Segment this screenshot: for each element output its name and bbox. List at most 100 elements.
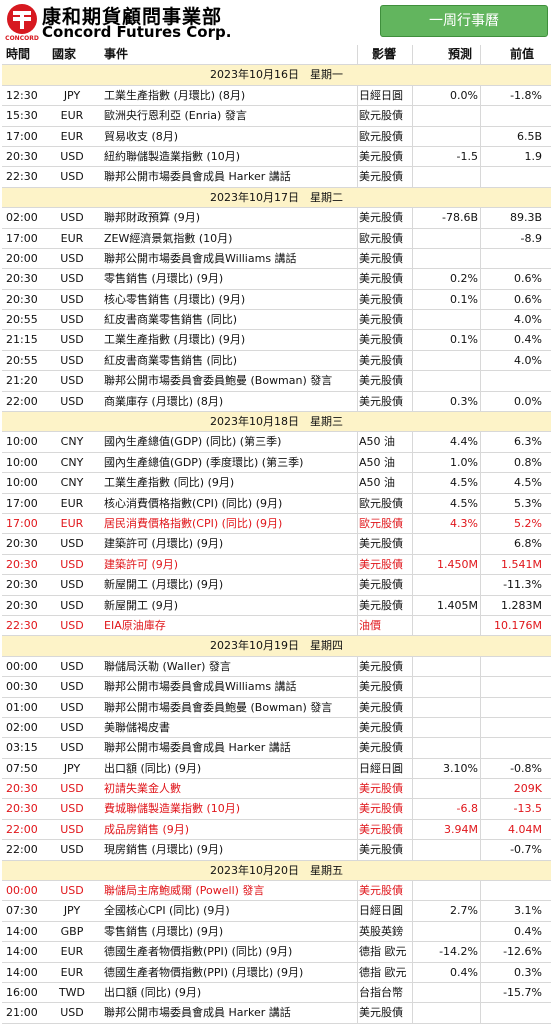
- cell-forecast: 4.5%: [450, 476, 478, 490]
- cell-impact: 美元股債: [359, 537, 403, 551]
- cell-forecast: 0.2%: [450, 272, 478, 286]
- cell-impact: 美元股債: [359, 211, 403, 225]
- cell-previous: 209K: [513, 782, 542, 796]
- cell-time: 22:00: [6, 394, 38, 408]
- cell-event: EIA原油庫存: [104, 618, 166, 632]
- cell-previous: 6.5B: [516, 129, 542, 143]
- cell-event: 商業庫存 (月環比) (8月): [104, 394, 224, 408]
- cell-country: USD: [60, 1006, 84, 1020]
- column-divider: [357, 982, 358, 1003]
- column-divider: [480, 656, 481, 677]
- column-divider: [412, 269, 413, 289]
- column-divider: [412, 167, 413, 187]
- column-divider: [480, 982, 481, 1003]
- column-divider: [357, 1003, 358, 1023]
- cell-previous: 89.3B: [509, 211, 542, 225]
- cell-impact: 美元股債: [359, 843, 403, 857]
- cell-event: 國內生產總值(GDP) (同比) (第三季): [104, 435, 282, 449]
- column-divider: [480, 738, 481, 758]
- calendar-table: 時間 國家 事件 影響 預測 前值 2023年10月16日 星期一 12:30 JPY 工業生產指…: [2, 45, 551, 1024]
- day-header: 2023年10月19日 星期四: [2, 636, 551, 657]
- cell-time: 14:00: [6, 965, 38, 979]
- cell-impact: 美元股債: [359, 557, 403, 571]
- cell-impact: 美元股債: [359, 598, 403, 612]
- day-header: 2023年10月16日 星期一: [2, 65, 551, 86]
- column-divider: [480, 575, 481, 595]
- cell-impact: A50 油: [359, 476, 396, 490]
- column-divider: [480, 901, 481, 921]
- cell-country: USD: [60, 313, 84, 327]
- cell-event: 新屋開工 (9月): [104, 598, 179, 612]
- cell-country: EUR: [60, 109, 84, 123]
- event-row: 14:00 EUR 德國生產者物價指數(PPI) (月環比) (9月) 德指 歐元 0.…: [2, 962, 551, 983]
- column-divider: [357, 269, 358, 289]
- header-row: 時間 國家 事件 影響 預測 前值: [2, 45, 551, 66]
- cell-country: USD: [60, 251, 84, 265]
- cell-impact: 美元股債: [359, 782, 403, 796]
- column-divider: [412, 248, 413, 269]
- column-divider: [480, 942, 481, 962]
- column-divider: [480, 595, 481, 615]
- cell-forecast: 4.3%: [450, 516, 478, 530]
- event-row: 21:15 USD 工業生產指數 (月環比) (9月) 美元股債 0.1% 0.4%: [2, 330, 551, 351]
- cell-time: 22:30: [6, 618, 38, 632]
- event-row: 22:00 USD 成品房銷售 (9月) 美元股債 3.94M 4.04M: [2, 819, 551, 841]
- column-divider: [412, 228, 413, 248]
- cell-forecast: 0.1%: [450, 292, 478, 306]
- cell-time: 20:55: [6, 353, 38, 367]
- day-date: 2023年10月16日 星期一: [210, 68, 343, 82]
- column-divider: [412, 106, 413, 126]
- cell-event: 聯邦公開市場委員會成員 Harker 講話: [104, 741, 291, 755]
- cell-previous: 0.4%: [514, 333, 542, 347]
- column-divider: [480, 840, 481, 860]
- column-divider: [480, 208, 481, 228]
- column-divider: [357, 677, 358, 697]
- cell-time: 22:00: [6, 822, 38, 836]
- cell-forecast: 1.405M: [437, 598, 478, 612]
- column-divider: [480, 921, 481, 942]
- event-row: 20:00 USD 聯邦公開市場委員會成員Williams 講話 美元股債: [2, 248, 551, 270]
- cell-event: 成品房銷售 (9月): [104, 822, 190, 836]
- calendar-button[interactable]: 一周行事曆: [380, 5, 548, 37]
- column-divider: [480, 962, 481, 982]
- event-row: 20:30 USD 新屋開工 (月環比) (9月) 美元股債 -11.3%: [2, 575, 551, 596]
- column-divider: [412, 289, 413, 310]
- cell-forecast: 1.0%: [450, 455, 478, 469]
- column-divider: [357, 656, 358, 677]
- cell-impact: 美元股債: [359, 272, 403, 286]
- column-divider: [480, 881, 481, 901]
- cell-country: JPY: [63, 904, 81, 918]
- cell-country: USD: [60, 680, 84, 694]
- cell-country: USD: [60, 557, 84, 571]
- cell-event: 聯邦公開市場委員會成員 Harker 講話: [104, 170, 291, 184]
- cell-impact: 美元股債: [359, 578, 403, 592]
- column-divider: [357, 738, 358, 758]
- column-divider: [480, 85, 481, 106]
- cell-time: 15:30: [6, 109, 38, 123]
- day-header: 2023年10月17日 星期二: [2, 187, 551, 209]
- cell-time: 17:00: [6, 496, 38, 510]
- cell-impact: 美元股債: [359, 313, 403, 327]
- column-divider: [357, 717, 358, 738]
- cell-country: USD: [60, 741, 84, 755]
- event-row: 00:30 USD 聯邦公開市場委員會成員Williams 講話 美元股債: [2, 677, 551, 698]
- column-divider: [357, 330, 358, 350]
- cell-time: 21:00: [6, 1006, 38, 1020]
- event-row: 22:30 USD EIA原油庫存 油價 10.176M: [2, 615, 551, 637]
- cell-country: USD: [60, 211, 84, 225]
- column-divider: [412, 697, 413, 717]
- cell-event: 聯邦公開市場委員會委員鮑曼 (Bowman) 發言: [104, 374, 333, 388]
- event-row: 15:30 EUR 歐洲央行恩利亞 (Enria) 發言 歐元股債: [2, 106, 551, 127]
- cell-country: USD: [60, 537, 84, 551]
- day-header: 2023年10月18日 星期三: [2, 412, 551, 433]
- event-row: 22:00 USD 商業庫存 (月環比) (8月) 美元股債 0.3% 0.0%: [2, 391, 551, 413]
- cell-country: EUR: [60, 516, 84, 530]
- day-date: 2023年10月17日 星期二: [210, 190, 343, 204]
- cell-event: 工業生產指數 (月環比) (9月): [104, 333, 246, 347]
- column-divider: [412, 513, 413, 534]
- column-divider: [412, 717, 413, 738]
- cell-time: 01:00: [6, 700, 38, 714]
- column-divider: [412, 350, 413, 371]
- column-divider: [357, 697, 358, 717]
- column-divider: [480, 289, 481, 310]
